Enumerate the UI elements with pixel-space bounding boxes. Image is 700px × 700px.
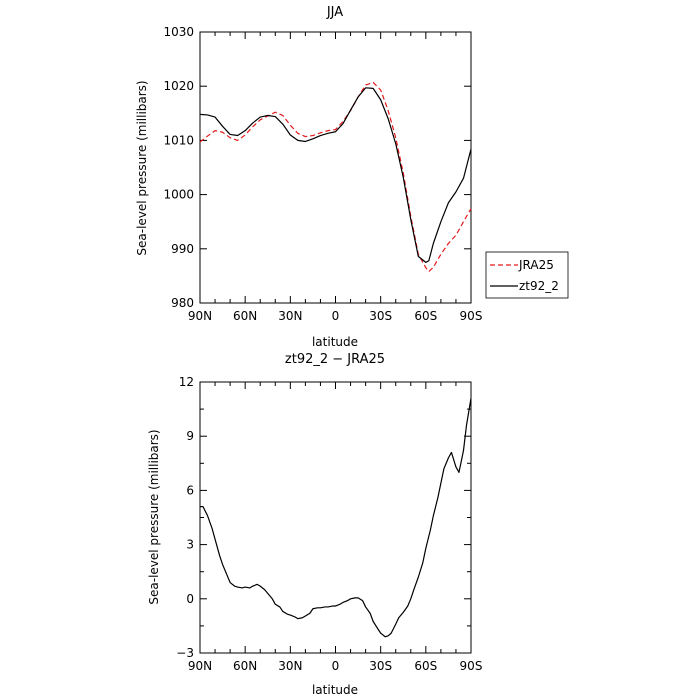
x-axis-label-bottom: latitude (312, 683, 358, 697)
tick-labels-top: 90N 60N 30N 0 30S 60S 90S 980 990 1000 1010 1020 103… (163, 25, 482, 323)
legend: JRA25 zt92_2 (485, 251, 569, 299)
axis-ticks-bottom (199, 381, 472, 654)
y-tick-label: 990 (171, 242, 194, 256)
legend-box (485, 251, 569, 299)
x-tick-label: 30N (278, 309, 302, 323)
x-tick-label: 0 (332, 309, 340, 323)
x-tick-label: 30N (278, 659, 302, 673)
x-tick-label: 60N (233, 659, 257, 673)
y-axis-label-bottom: Sea-level pressure (millibars) (147, 429, 161, 604)
axis-ticks-top (199, 31, 472, 304)
y-tick-label: 3 (186, 538, 194, 552)
series-group-bottom (200, 398, 472, 638)
y-tick-label: 1010 (163, 133, 194, 147)
y-tick-label: 1000 (163, 188, 194, 202)
x-axis-label-top: latitude (312, 335, 358, 349)
x-tick-label: 90S (460, 659, 483, 673)
series-line-jra25 (199, 81, 472, 273)
series-group-top (199, 81, 472, 273)
x-tick-label: 30S (369, 659, 392, 673)
series-line-zt92-2 (199, 87, 472, 263)
x-tick-label: 30S (369, 309, 392, 323)
plot-frame-bottom (199, 381, 472, 654)
y-tick-label: 1030 (163, 25, 194, 39)
chart-title-top: JJA (326, 5, 343, 20)
x-tick-label: 60S (414, 309, 437, 323)
y-tick-label: 9 (186, 429, 194, 443)
x-tick-label: 0 (332, 659, 340, 673)
y-axis-label-top: Sea-level pressure (millibars) (135, 80, 149, 255)
y-tick-label: 1020 (163, 79, 194, 93)
tick-labels-bottom: 90N 60N 30N 0 30S 60S 90S −3 0 3 6 9 12 (176, 375, 482, 673)
plot-frame-top (199, 31, 472, 304)
x-tick-label: 90S (460, 309, 483, 323)
chart-panel-bottom: zt92_2 − JRA25 90N 60N 30N 0 30S 60S 90S−30369… (147, 352, 482, 697)
series-line-difference (200, 398, 472, 638)
legend-label-zt92: zt92_2 (519, 279, 559, 293)
y-tick-label: 980 (171, 296, 194, 310)
x-tick-label: 60N (233, 309, 257, 323)
x-tick-label: 60S (414, 659, 437, 673)
y-tick-label: 12 (179, 375, 194, 389)
x-tick-label: 90N (188, 309, 212, 323)
y-tick-label: 6 (186, 483, 194, 497)
legend-label-jra25: JRA25 (518, 258, 554, 272)
chart-title-bottom: zt92_2 − JRA25 (285, 352, 385, 367)
x-tick-label: 90N (188, 659, 212, 673)
y-tick-label: −3 (176, 646, 194, 660)
y-tick-label: 0 (186, 592, 194, 606)
chart-panel-top: JJA 90N 60N 30N 0 30S 60S 90S 980 990 1000 1010 102… (135, 5, 569, 349)
